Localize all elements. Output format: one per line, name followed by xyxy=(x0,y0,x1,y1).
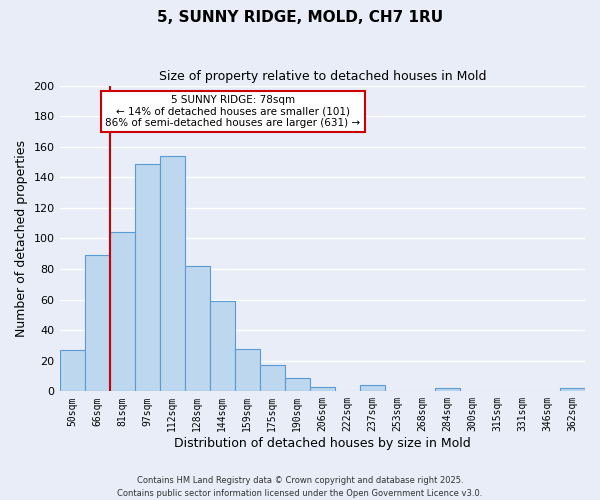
Bar xyxy=(85,256,110,392)
Bar xyxy=(235,348,260,392)
Bar xyxy=(134,164,160,392)
Bar xyxy=(185,266,209,392)
Title: Size of property relative to detached houses in Mold: Size of property relative to detached ho… xyxy=(158,70,486,83)
Y-axis label: Number of detached properties: Number of detached properties xyxy=(15,140,28,337)
Bar xyxy=(310,386,335,392)
Text: 5, SUNNY RIDGE, MOLD, CH7 1RU: 5, SUNNY RIDGE, MOLD, CH7 1RU xyxy=(157,10,443,25)
Bar xyxy=(360,385,385,392)
Bar xyxy=(209,301,235,392)
Text: 5 SUNNY RIDGE: 78sqm
← 14% of detached houses are smaller (101)
86% of semi-deta: 5 SUNNY RIDGE: 78sqm ← 14% of detached h… xyxy=(106,94,361,128)
Text: Contains HM Land Registry data © Crown copyright and database right 2025.
Contai: Contains HM Land Registry data © Crown c… xyxy=(118,476,482,498)
Bar xyxy=(560,388,585,392)
X-axis label: Distribution of detached houses by size in Mold: Distribution of detached houses by size … xyxy=(174,437,470,450)
Bar xyxy=(435,388,460,392)
Bar xyxy=(160,156,185,392)
Bar xyxy=(285,378,310,392)
Bar xyxy=(260,366,285,392)
Bar xyxy=(110,232,134,392)
Bar xyxy=(59,350,85,392)
